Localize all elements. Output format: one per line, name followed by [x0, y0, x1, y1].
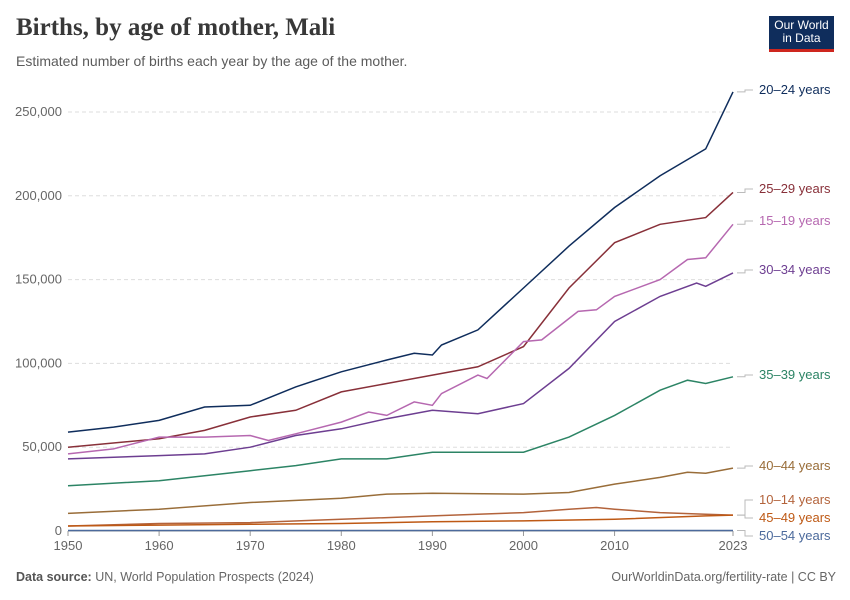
y-tick-label: 200,000	[15, 188, 62, 203]
series-line-45-49------	[67, 514, 734, 527]
x-tick-label: 1980	[327, 538, 356, 553]
series-label: 30–34 years	[759, 262, 831, 277]
series-label: 10–14 years	[759, 492, 831, 507]
chart-subtitle: Estimated number of births each year by …	[16, 53, 408, 69]
series-line-10-14------	[67, 506, 734, 527]
series-line-20-24------	[67, 91, 734, 433]
source-label: Data source:	[16, 570, 92, 584]
label-connector	[737, 220, 753, 225]
label-connector	[737, 499, 753, 516]
series-line-40-44------	[67, 467, 734, 515]
logo-line2: in Data	[782, 31, 821, 45]
x-tick-label: 1950	[54, 538, 83, 553]
series-label: 50–54 years	[759, 528, 831, 543]
x-tick-label: 2010	[600, 538, 629, 553]
footer-license[interactable]: OurWorldinData.org/fertility-rate | CC B…	[611, 570, 836, 584]
label-connector	[737, 89, 753, 93]
y-tick-label: 100,000	[15, 355, 62, 370]
y-tick-label: 250,000	[15, 104, 62, 119]
source-text[interactable]: UN, World Population Prospects (2024)	[95, 570, 314, 584]
series-line-35-39------	[67, 376, 734, 487]
logo-line1: Our World	[774, 18, 829, 32]
footer-source: Data source: UN, World Population Prospe…	[16, 570, 314, 584]
label-connector	[737, 269, 753, 274]
y-tick-label: 0	[55, 523, 62, 538]
chart-title: Births, by age of mother, Mali	[16, 14, 336, 41]
y-tick-label: 50,000	[22, 439, 62, 454]
label-connector	[737, 514, 753, 519]
label-connector	[737, 374, 753, 378]
x-tick-label: 2023	[719, 538, 748, 553]
x-tick-label: 1990	[418, 538, 447, 553]
series-label: 20–24 years	[759, 82, 831, 97]
x-tick-label: 1960	[145, 538, 174, 553]
series-line-15-19------	[67, 223, 734, 455]
series-line-30-34------	[67, 272, 734, 460]
label-connector	[737, 188, 753, 193]
x-tick-label: 1970	[236, 538, 265, 553]
series-label: 35–39 years	[759, 367, 831, 382]
series-label: 25–29 years	[759, 181, 831, 196]
label-connector	[737, 529, 753, 537]
y-tick-label: 150,000	[15, 272, 62, 287]
series-label: 40–44 years	[759, 458, 831, 473]
series-line-25-29------	[67, 191, 734, 448]
series-label: 15–19 years	[759, 213, 831, 228]
label-connector	[737, 465, 753, 469]
x-tick-label: 2000	[509, 538, 538, 553]
owid-logo[interactable]: Our World in Data	[769, 16, 834, 52]
series-label: 45–49 years	[759, 510, 831, 525]
